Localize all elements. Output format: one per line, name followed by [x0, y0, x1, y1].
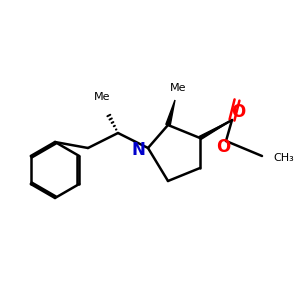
Text: Me: Me [170, 83, 186, 93]
Polygon shape [199, 120, 232, 140]
Text: O: O [216, 138, 230, 156]
Text: O: O [231, 103, 245, 121]
Text: N: N [131, 141, 145, 159]
Text: CH₃: CH₃ [273, 153, 294, 163]
Polygon shape [166, 100, 175, 126]
Text: Me: Me [94, 92, 110, 102]
